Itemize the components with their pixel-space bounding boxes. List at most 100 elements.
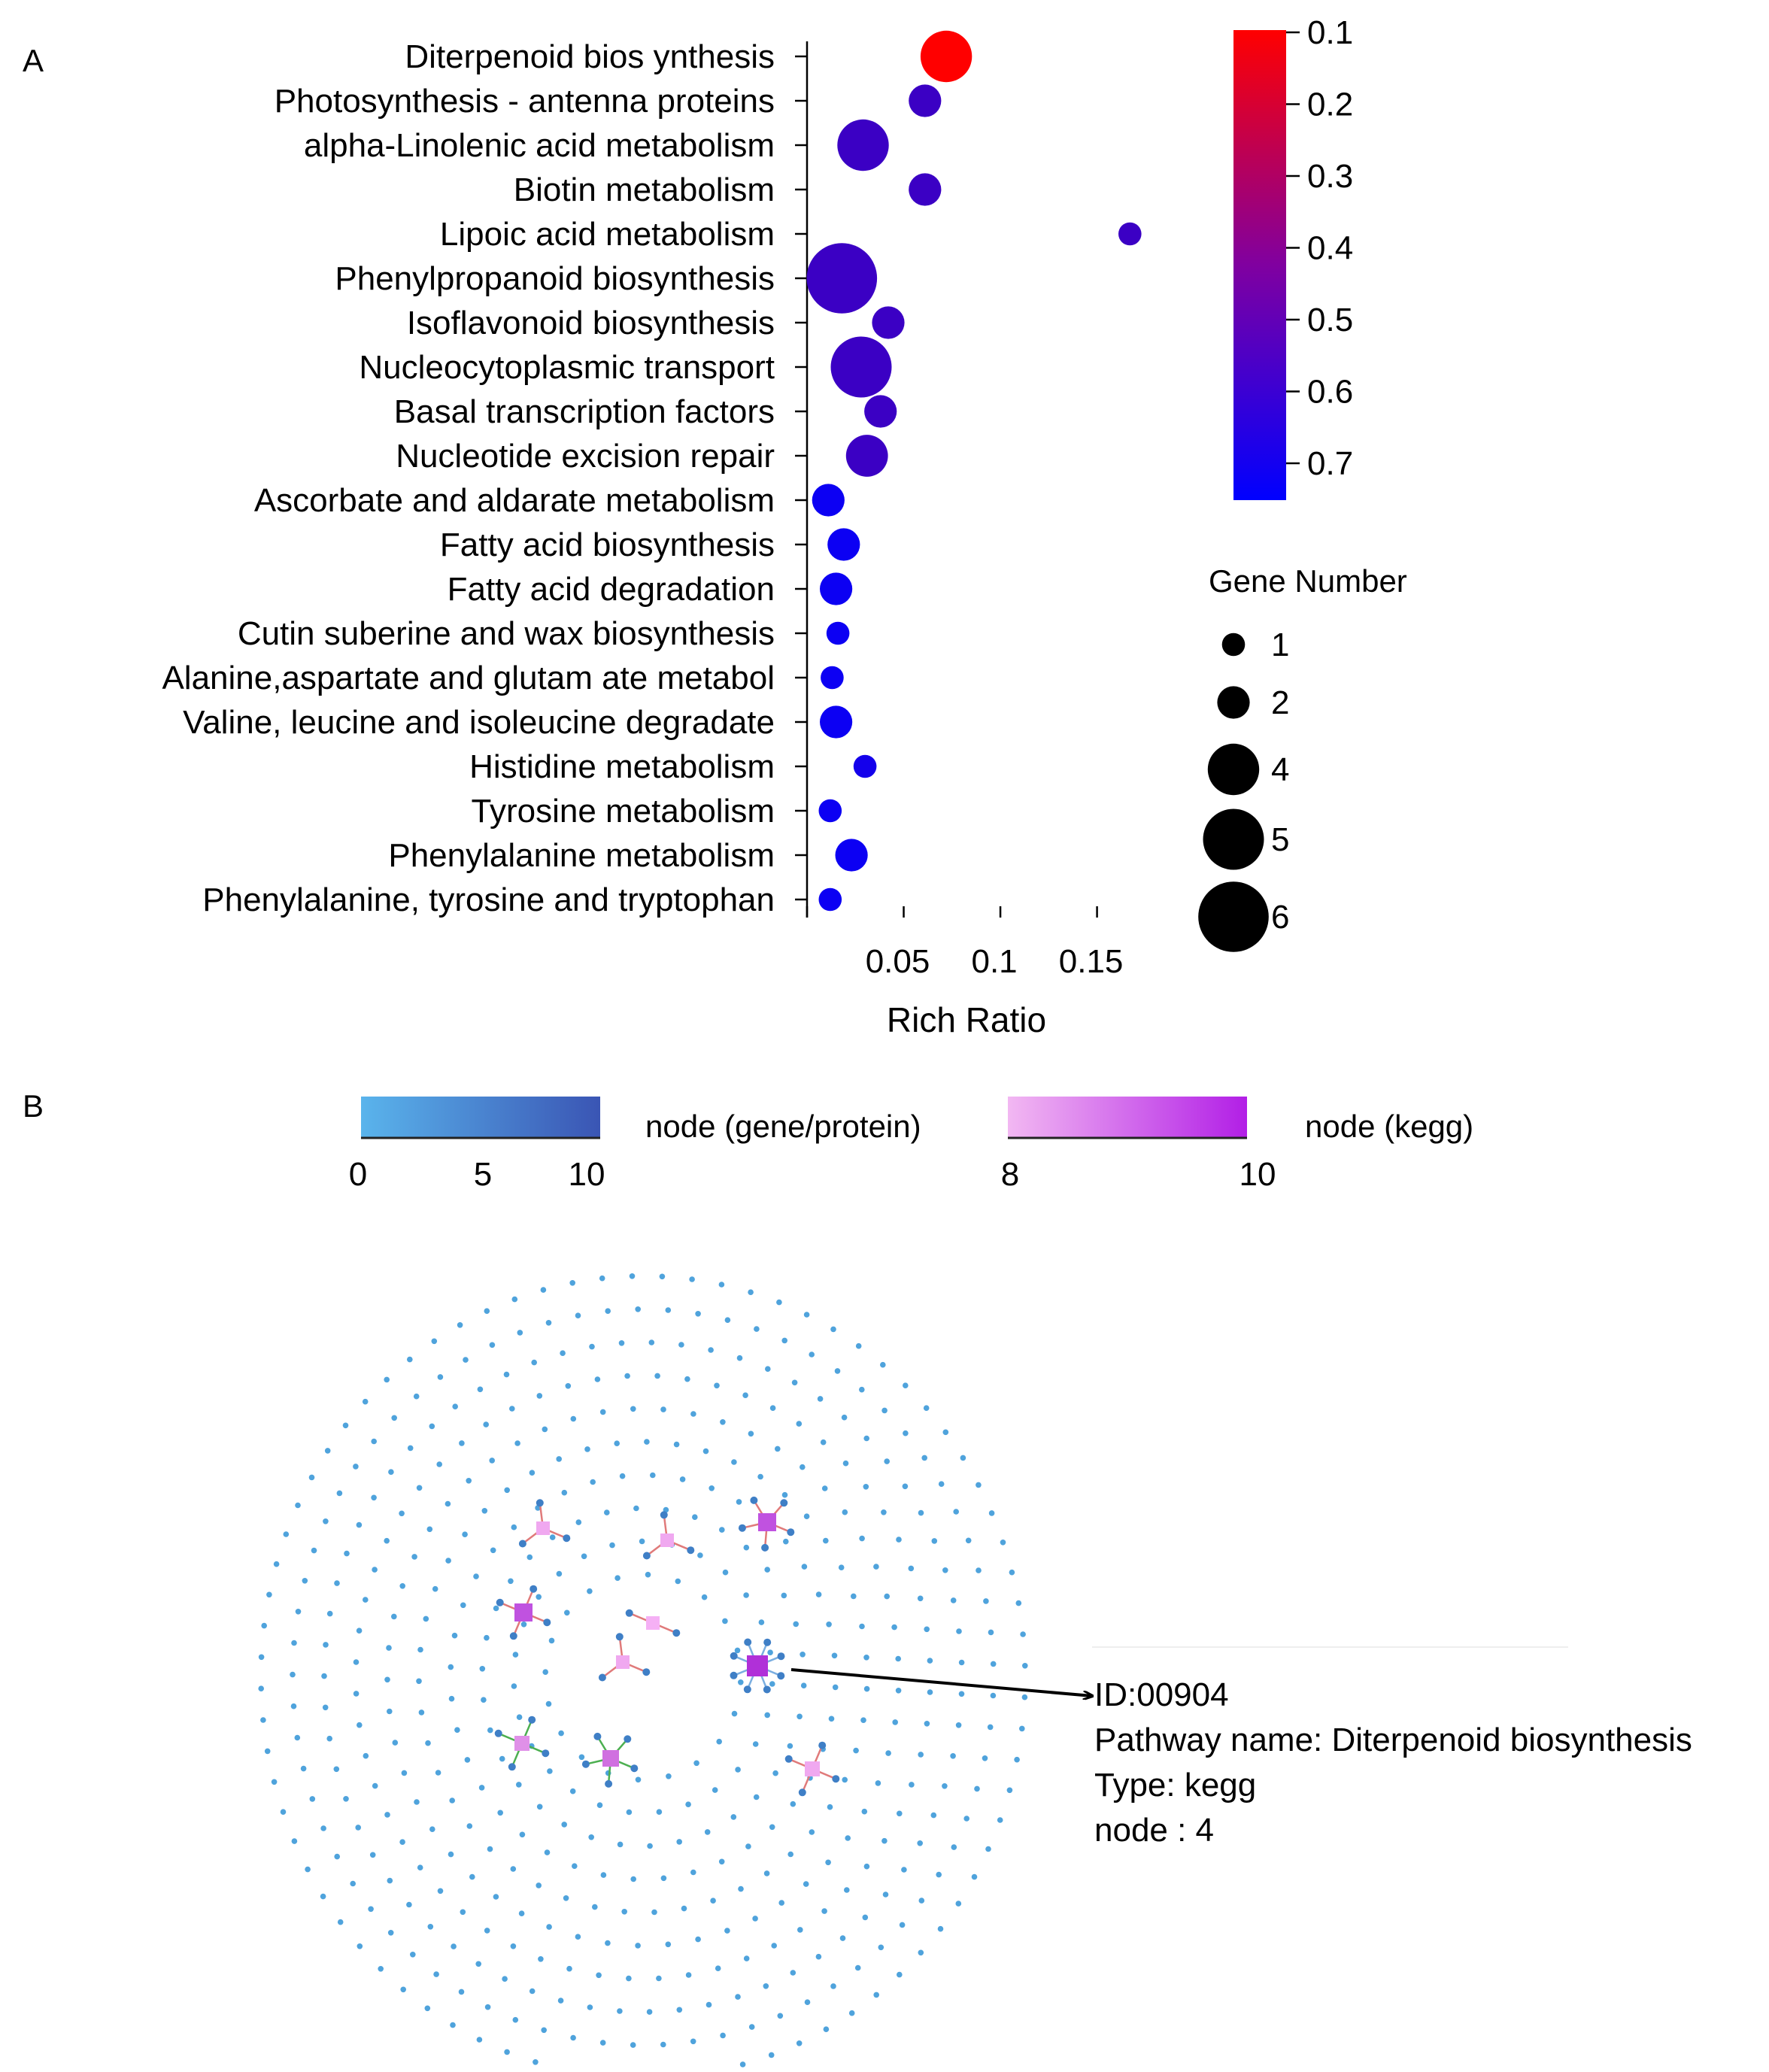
gene-node (406, 1901, 412, 1908)
gene-node (878, 1944, 884, 1951)
gene-node (557, 1998, 564, 2004)
gene-node (955, 1901, 962, 1907)
gene-node (596, 1972, 602, 1979)
gene-node (924, 1626, 930, 1633)
gene-node (958, 1659, 965, 1666)
gene-node (424, 2005, 431, 2012)
gene-node (324, 1448, 331, 1454)
gene-node-linked (563, 1534, 571, 1543)
gene-node (645, 1571, 651, 1578)
gene-node (609, 1542, 615, 1549)
callout-node: node : 4 (1094, 1812, 1214, 1849)
gene-node (587, 2004, 593, 2010)
gene-node (581, 1553, 587, 1560)
gene-node (793, 1621, 799, 1628)
y-tick-label: Biotin metabolism (514, 171, 775, 208)
gene-node (953, 1509, 959, 1515)
gene-node (320, 1825, 326, 1831)
gene-node (378, 1966, 384, 1972)
y-tick-label: Phenylalanine metabolism (388, 837, 775, 874)
gene-node (646, 2009, 653, 2015)
gene-node (478, 1785, 485, 1791)
size-legend-dot (1207, 743, 1260, 796)
gene-node (605, 1940, 611, 1946)
gene-node (997, 1817, 1003, 1823)
gene-node (448, 1664, 454, 1670)
gene-node (823, 1537, 829, 1544)
gene-node (356, 1628, 363, 1634)
gene-node (648, 1339, 655, 1345)
gene-node (437, 1888, 444, 1895)
x-ticks (806, 906, 1098, 918)
gene-node (630, 1406, 636, 1412)
gene-node (763, 1983, 769, 1989)
gene-node (570, 2034, 576, 2041)
gene-node (1022, 1663, 1028, 1669)
kegg-node (758, 1513, 776, 1531)
gene-node (743, 1544, 750, 1551)
gene-node (884, 1458, 890, 1464)
gene-node (720, 1419, 726, 1425)
size-legend-label: 2 (1271, 684, 1289, 721)
gene-node (540, 1287, 547, 1293)
gene-node-linked (818, 1741, 827, 1749)
gene-node (280, 1809, 287, 1815)
gene-node (927, 1689, 933, 1695)
gene-node (921, 1455, 927, 1461)
gene-node-linked (798, 1788, 806, 1797)
gene-node (838, 1564, 845, 1570)
gene-node-linked (687, 1546, 695, 1555)
gene-node (599, 2040, 606, 2046)
gene-node (659, 1273, 666, 1280)
gene-node (413, 1393, 420, 1400)
gene-node (754, 1326, 760, 1332)
gene-node-linked (730, 1652, 738, 1660)
gene-node (676, 2007, 683, 2013)
gene-node (618, 1340, 625, 1346)
gene-node (758, 1619, 765, 1625)
gene-node (291, 1838, 298, 1844)
y-tick-label: Alanine,aspartate and glutam ate metabol (162, 660, 775, 696)
gene-node (976, 1567, 982, 1573)
gene-legend-label: node (gene/protein) (645, 1109, 921, 1144)
gene-node (863, 1484, 869, 1490)
gene-node-linked (744, 1638, 752, 1646)
gene-node (357, 1943, 363, 1949)
gene-node (300, 1765, 307, 1772)
gene-node (387, 1877, 393, 1884)
gene-node (778, 1900, 784, 1906)
gene-node (990, 1692, 997, 1699)
gene-node-linked (763, 1685, 771, 1694)
gene-node (575, 1312, 581, 1318)
gene-node (834, 1368, 841, 1374)
gene-node (466, 1478, 472, 1484)
gene-node (326, 1610, 333, 1617)
gene-node (771, 1943, 777, 1949)
gene-node (772, 1770, 778, 1776)
gene-node (418, 1709, 425, 1716)
gene-node (765, 1366, 771, 1372)
gene-node-linked (672, 1629, 681, 1637)
gene-node (884, 1593, 890, 1600)
gene-node (796, 2040, 803, 2046)
gene-node (387, 1930, 394, 1936)
gene-node (801, 1564, 808, 1570)
kegg-cluster (784, 1741, 840, 1797)
gene-node (881, 1407, 888, 1414)
gene-node-linked (605, 1779, 613, 1788)
gene-node (885, 1750, 891, 1756)
bubble-point (820, 572, 853, 605)
gene-node (983, 1598, 989, 1604)
bubble-point (806, 243, 878, 314)
kegg-cluster (494, 1716, 550, 1771)
color-legend-ticks: 0.1 0.2 0.3 0.4 0.5 0.6 0.7 (1286, 14, 1353, 482)
gene-node (815, 1953, 822, 1960)
gene-node (526, 1554, 533, 1561)
gene-node (873, 1564, 879, 1570)
gene-node (481, 1697, 487, 1703)
gene-node (556, 1570, 563, 1577)
gene-node (295, 1502, 301, 1509)
x-axis-title: Rich Ratio (887, 1000, 1046, 1039)
y-tick-label: Phenylpropanoid biosynthesis (335, 260, 775, 297)
gene-node (411, 1554, 417, 1560)
